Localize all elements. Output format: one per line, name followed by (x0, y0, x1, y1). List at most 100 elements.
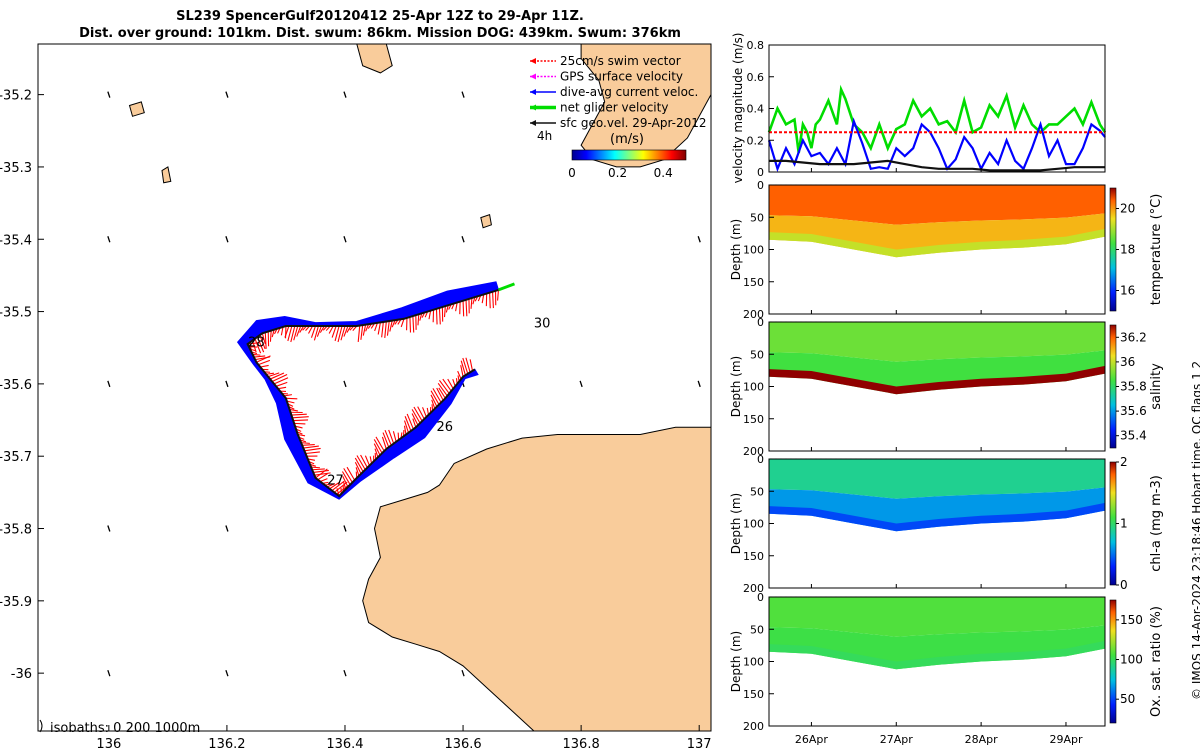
swim-vector (400, 318, 405, 328)
section-profile-marker (933, 184, 939, 190)
time-axis: 26Apr 27Apr 28Apr 29Apr (795, 168, 1083, 746)
swim-vector (337, 325, 343, 343)
section-colorbar-label: chl-a (mg m-3) (1149, 475, 1164, 572)
section-profile-marker (823, 458, 829, 464)
section-profile-marker (968, 596, 974, 602)
map-x-tick-label: 136.2 (208, 737, 245, 750)
section-profile-marker (793, 321, 799, 327)
section-profile-marker (983, 321, 989, 327)
section-profile-marker (883, 458, 889, 464)
section-profile-marker (953, 596, 959, 602)
map-y-axis: -35.2 -35.3 -35.4 -35.5 -35.6 -35.7 -35.8 -35.9… (0, 89, 44, 682)
section-profile-marker (1098, 321, 1104, 327)
section-profile-marker (1078, 321, 1084, 327)
swim-vector (329, 481, 341, 490)
current-vector (461, 669, 465, 677)
section-profile-marker (783, 184, 789, 190)
section-profile-marker (913, 596, 919, 602)
swim-vector (269, 372, 285, 380)
section-profile-marker (978, 596, 984, 602)
section-profile-marker (858, 321, 864, 327)
section-colorbar-tick-label: 100 (1120, 653, 1143, 667)
current-vector (107, 380, 111, 388)
swim-vector (293, 419, 309, 422)
swim-vector (362, 324, 367, 336)
section-profile-marker (918, 321, 924, 327)
section-profile-marker (1033, 458, 1039, 464)
swim-vector (268, 372, 280, 378)
section-profile-marker (1078, 184, 1084, 190)
section-profile-marker (803, 458, 809, 464)
section-profile-marker (933, 321, 939, 327)
section-profile-marker (1028, 184, 1034, 190)
section-profile-marker (818, 184, 824, 190)
section-profile-marker (938, 458, 944, 464)
current-vector (343, 525, 347, 532)
swim-vector (417, 406, 425, 420)
swim-vector (417, 314, 420, 326)
section-profile-marker (1023, 321, 1029, 327)
section-profile-marker (1083, 321, 1089, 327)
section-y-tick-label: 50 (750, 211, 764, 224)
section-colorbar (1109, 599, 1117, 724)
swim-vector (435, 308, 438, 325)
section-y-tick-label: 150 (743, 276, 764, 289)
section-profile-marker (1013, 458, 1019, 464)
section-profile-marker (803, 596, 809, 602)
velocity-y-tick-label: 0.8 (747, 39, 765, 52)
section-profile-marker (848, 596, 854, 602)
section-profile-marker (858, 458, 864, 464)
section-ylabel: Depth (m) (729, 493, 743, 554)
map-x-tick-label: 136.8 (563, 737, 600, 750)
current-vector (697, 236, 701, 243)
section-profile-marker (843, 458, 849, 464)
section-profile-marker (913, 184, 919, 190)
swim-vector (314, 472, 331, 476)
swim-vector (377, 322, 381, 335)
section-profile-marker (873, 321, 879, 327)
swim-vector (269, 330, 272, 342)
section-profile-marker (953, 321, 959, 327)
swim-vector (280, 326, 284, 336)
section-profile-marker (938, 596, 944, 602)
section-y-tick-label: 0 (757, 453, 764, 466)
map-y-tick-label: -35.6 (0, 378, 32, 393)
section-profile-marker (1063, 458, 1069, 464)
section-profile-marker (783, 596, 789, 602)
section-profile-marker (768, 321, 774, 327)
section-profile-marker (823, 321, 829, 327)
section-profile-marker (973, 321, 979, 327)
swim-vector (254, 338, 262, 354)
section-profile-marker (848, 458, 854, 464)
swim-vector (373, 443, 381, 456)
section-profile-marker (1093, 184, 1099, 190)
section-profile-marker (1098, 596, 1104, 602)
section-ylabel: Depth (m) (729, 219, 743, 280)
time-axis-tick-label: 27Apr (880, 733, 914, 746)
land-islet (356, 44, 393, 74)
section-profile-marker (793, 458, 799, 464)
section-profile-marker (998, 184, 1004, 190)
section-profile-marker (803, 321, 809, 327)
swim-vector (308, 325, 313, 334)
swim-vector (271, 329, 275, 338)
swim-vector (437, 383, 448, 397)
section-colorbar-label: salinity (1149, 363, 1164, 410)
section-profile-marker (1028, 458, 1034, 464)
swim-vector (497, 289, 500, 301)
swim-vector (391, 319, 396, 328)
swim-vector (277, 386, 287, 390)
current-vector (107, 669, 111, 677)
swim-vector (457, 370, 462, 380)
section-profile-marker (893, 321, 899, 327)
map-y-tick-label: -35.2 (0, 89, 32, 104)
section-bottom-layer (769, 365, 1105, 395)
section-profile-marker (943, 458, 949, 464)
land-islet (161, 166, 172, 184)
map-x-tick-label: 136 (96, 737, 121, 750)
section-profile-marker (903, 596, 909, 602)
swim-vector (256, 355, 271, 363)
map-y-tick-label: -35.7 (0, 450, 32, 465)
section-profile-marker (793, 184, 799, 190)
swim-vector (261, 333, 266, 345)
